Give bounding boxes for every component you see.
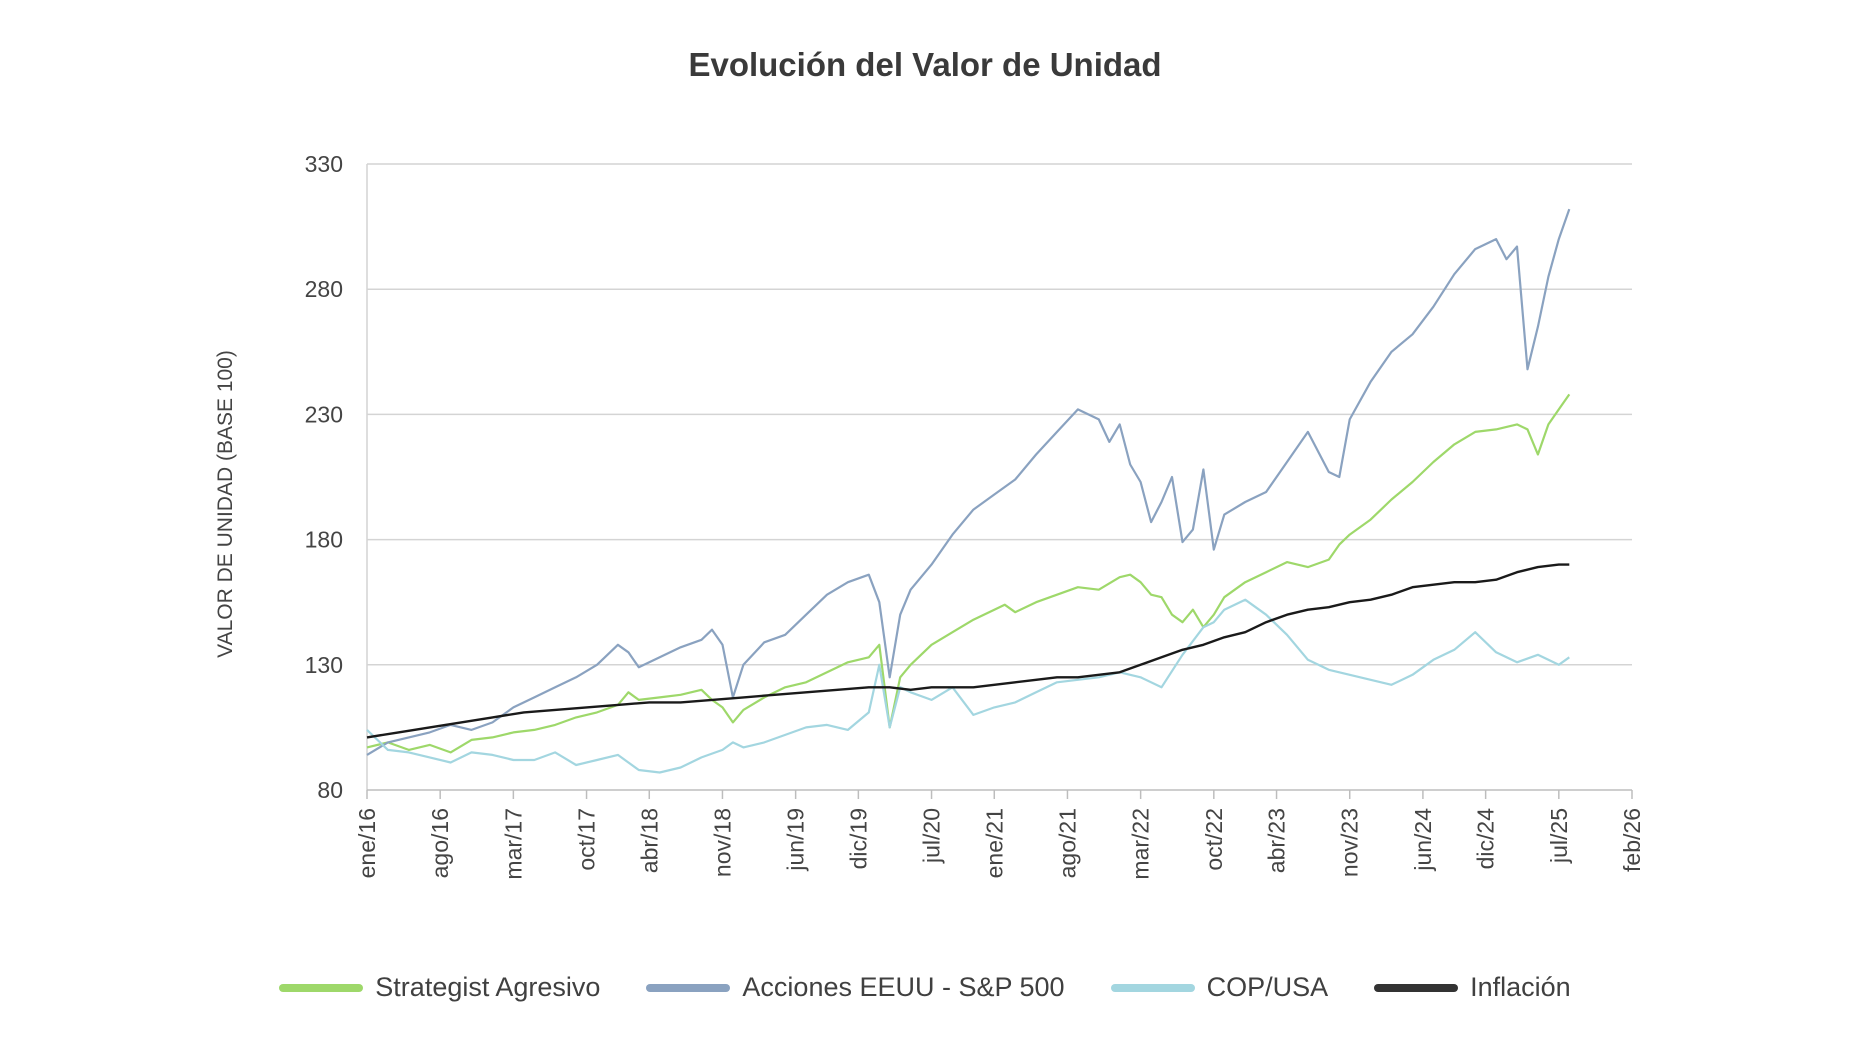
legend-item: Acciones EEUU - S&P 500 xyxy=(646,972,1065,1003)
x-tick-label: oct/22 xyxy=(1201,808,1227,871)
legend-label: Inflación xyxy=(1470,972,1571,1002)
y-tick-label: 80 xyxy=(317,777,343,803)
gridlines xyxy=(366,163,1632,790)
legend-item: COP/USA xyxy=(1110,972,1329,1003)
legend-swatch xyxy=(279,983,364,992)
x-tick-label: nov/18 xyxy=(709,808,735,877)
legend-label: COP/USA xyxy=(1206,972,1329,1002)
legend-item: Strategist Agresivo xyxy=(279,972,600,1003)
x-tick-label: ene/16 xyxy=(354,808,380,878)
series-line-2 xyxy=(366,208,1571,756)
series-line-3 xyxy=(366,598,1570,774)
x-tick-label: jul/25 xyxy=(1546,808,1572,864)
x-tick-label: nov/23 xyxy=(1337,808,1363,877)
x-tick-label: jun/19 xyxy=(783,808,809,872)
x-tick-label: jun/24 xyxy=(1410,808,1436,872)
legend-item: Inflación xyxy=(1374,972,1571,1003)
x-tick-label: abr/23 xyxy=(1264,808,1290,873)
x-tick-label: abr/18 xyxy=(636,808,662,873)
x-tick-label: oct/17 xyxy=(574,808,600,871)
line-chart: 80 130 180 230 280 330 ene/16 ago/16 mar/17 oct/… xyxy=(214,151,1645,880)
y-axis-ticks: 80 130 180 230 280 330 xyxy=(305,151,343,803)
x-tick-label: feb/26 xyxy=(1619,808,1645,872)
y-tick-label: 180 xyxy=(305,527,343,553)
series-lines xyxy=(366,208,1571,774)
series-line-4 xyxy=(366,563,1570,739)
x-tick-label: mar/22 xyxy=(1128,808,1154,880)
x-axis: ene/16 ago/16 mar/17 oct/17 abr/18 nov/18 jun/… xyxy=(354,789,1645,880)
x-tick-label: mar/17 xyxy=(500,808,526,880)
legend-label: Strategist Agresivo xyxy=(375,972,601,1002)
legend-label: Acciones EEUU - S&P 500 xyxy=(742,972,1065,1002)
x-tick-label: ago/21 xyxy=(1054,808,1080,878)
x-tick-label: dic/24 xyxy=(1473,808,1499,870)
y-axis-label: VALOR DE UNIDAD (BASE 100) xyxy=(214,350,237,658)
x-tick-label: ene/21 xyxy=(981,808,1007,878)
x-tick-label: dic/19 xyxy=(845,808,871,869)
y-tick-label: 130 xyxy=(305,652,343,678)
series-line-1 xyxy=(366,393,1571,754)
y-tick-label: 280 xyxy=(305,276,343,302)
y-tick-label: 330 xyxy=(305,151,343,177)
x-tick-label: jul/20 xyxy=(919,808,945,864)
chart-title: Evolución del Valor de Unidad xyxy=(688,46,1162,83)
x-tick-label: ago/16 xyxy=(427,808,453,878)
legend-swatch xyxy=(646,983,731,992)
legend-swatch xyxy=(1110,983,1195,992)
y-tick-label: 230 xyxy=(305,401,343,427)
legend: Strategist Agresivo Acciones EEUU - S&P 5… xyxy=(0,972,1850,1003)
legend-swatch xyxy=(1374,983,1459,992)
